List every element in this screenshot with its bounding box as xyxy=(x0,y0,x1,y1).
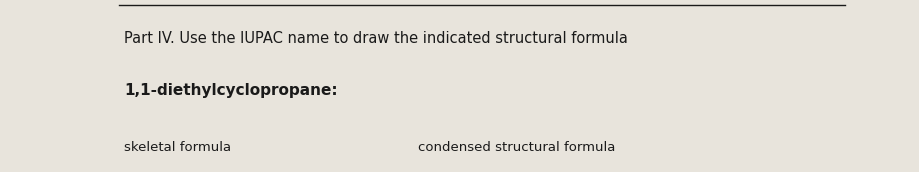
Text: Part IV. Use the IUPAC name to draw the indicated structural formula: Part IV. Use the IUPAC name to draw the … xyxy=(124,31,628,46)
Text: condensed structural formula: condensed structural formula xyxy=(418,141,616,154)
Text: 1,1-diethylcyclopropane:: 1,1-diethylcyclopropane: xyxy=(124,83,337,98)
Text: skeletal formula: skeletal formula xyxy=(124,141,232,154)
